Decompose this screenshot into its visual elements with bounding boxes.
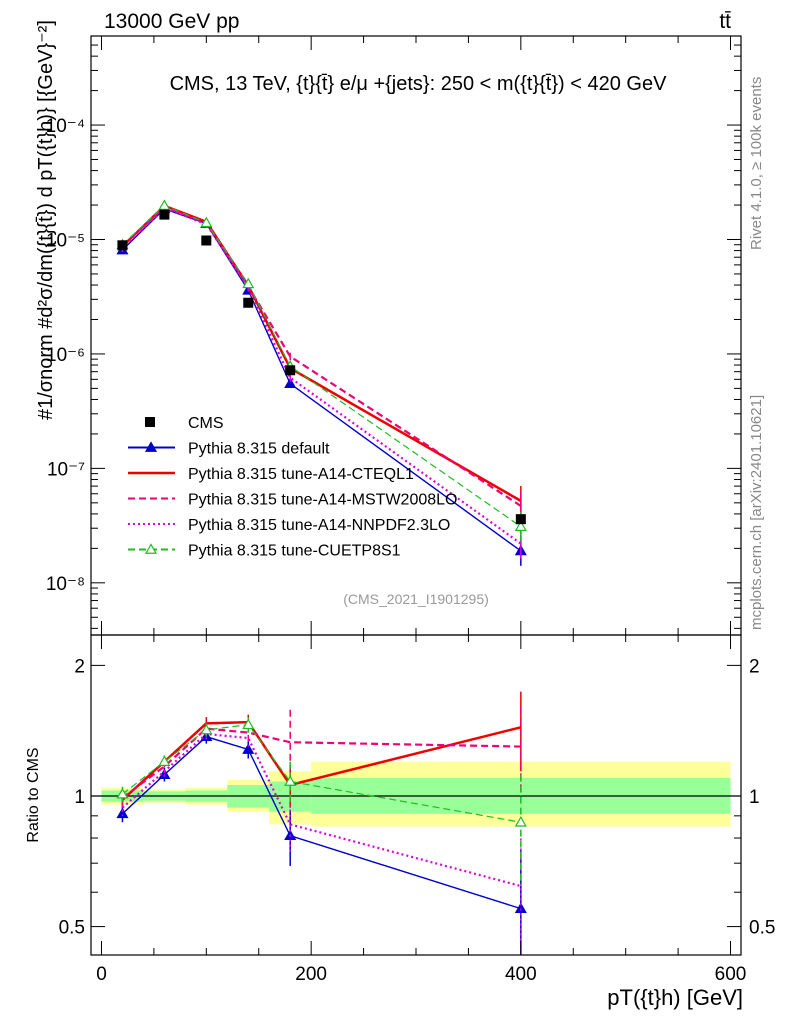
legend-label: Pythia 8.315 tune-A14-NNPDF2.3LO [188, 517, 450, 534]
ratio-y-tick-label-right: 0.5 [749, 918, 775, 939]
legend-entry: CMS [145, 415, 224, 432]
series-marker [144, 543, 158, 554]
data-point [243, 297, 254, 308]
mcplots-label: mcplots.cern.ch [arXiv:2401.10621] [748, 395, 765, 630]
analysis-tag: (CMS_2021_I1901295) [343, 591, 489, 607]
series-line [121, 205, 522, 507]
main-panel: 10⁻⁸ 10⁻⁷ 10⁻⁶ 10⁻⁵ 10⁻⁴ CMS, 13 TeV, {t}{t̄… [46, 35, 742, 636]
y-tick-label: 10⁻⁶ [46, 345, 85, 366]
ratio-marks [116, 691, 527, 955]
series-marker [242, 743, 255, 754]
data-point [201, 235, 212, 246]
ratio-axis-ticks: 0.5 0.5 1 1 2 2 0 200 400 600 [59, 635, 775, 985]
series-marker [284, 775, 297, 786]
legend-label: Pythia 8.315 tune-CUETP8S1 [188, 543, 401, 560]
data-point [159, 209, 170, 220]
legend-label: Pythia 8.315 tune-A14-MSTW2008LO [188, 492, 457, 509]
data-point [515, 514, 526, 525]
legend-entry: Pythia 8.315 tune-A14-MSTW2008LO [128, 492, 457, 509]
data-point [285, 365, 296, 376]
ratio-series-line [121, 735, 522, 910]
series-marker [116, 787, 129, 799]
main-y-label: #1/σnorm #d²σ/dm({t}{t̄}) d pT({t}h)} [{… [35, 20, 57, 420]
x-tick-label: 600 [715, 964, 747, 985]
ratio-y-label: Ratio to CMS [25, 747, 42, 842]
ratio-panel: 0.5 0.5 1 1 2 2 0 200 400 600 [59, 634, 775, 985]
legend-swatch [145, 417, 155, 427]
legend-entry: Pythia 8.315 tune-A14-NNPDF2.3LO [128, 517, 450, 534]
x-axis-label: pT({t}h) [GeV] [607, 985, 743, 1010]
data-points [117, 209, 526, 525]
legend-label: CMS [188, 415, 224, 432]
y-tick-label: 10⁻⁴ [46, 116, 85, 137]
legend-label: Pythia 8.315 tune-A14-CTEQL1 [188, 466, 414, 483]
ratio-series-line [122, 724, 521, 823]
legend-label: Pythia 8.315 default [188, 441, 330, 458]
series-marker [242, 277, 255, 289]
main-axis-ticks: 10⁻⁸ 10⁻⁷ 10⁻⁶ 10⁻⁵ 10⁻⁴ [46, 36, 741, 635]
data-point [117, 240, 128, 251]
series-marker [200, 216, 213, 228]
ratio-y-tick-label-right: 1 [749, 787, 760, 808]
ratio-series-4 [116, 717, 527, 887]
y-tick-label: 10⁻⁵ [46, 230, 85, 251]
ratio-series-line [121, 720, 522, 801]
legend-entry: Pythia 8.315 default [128, 441, 330, 458]
series-line [122, 204, 522, 528]
series-marker [514, 520, 527, 531]
y-tick-label: 10⁻⁸ [46, 574, 85, 595]
legend: CMS Pythia 8.315 default Pythia 8.315 tune… [128, 415, 457, 560]
x-tick-label: 400 [505, 964, 537, 985]
series-4 [116, 199, 527, 542]
y-tick-label: 10⁻⁷ [47, 459, 85, 480]
legend-entry: Pythia 8.315 tune-A14-CTEQL1 [128, 466, 414, 483]
ratio-bands [91, 761, 741, 827]
header-energy: 13000 GeV pp [104, 10, 239, 33]
ratio-y-tick-label: 1 [74, 787, 85, 808]
series-marker [158, 755, 171, 766]
header-process: tt̄ [719, 10, 731, 33]
series-line [121, 206, 522, 545]
series-marker [158, 199, 171, 210]
ratio-series-line [121, 732, 522, 888]
x-tick-label: 200 [295, 964, 327, 985]
series-marker [144, 441, 158, 452]
main-marks [116, 199, 527, 566]
series-marker [284, 377, 297, 389]
series-marker [200, 723, 213, 735]
ratio-y-tick-label: 0.5 [59, 918, 85, 939]
series-marker [514, 816, 527, 827]
ratio-y-tick-label: 2 [74, 656, 85, 677]
series-marker [514, 902, 527, 913]
ratio-y-tick-label-right: 2 [749, 656, 760, 677]
ratio-series-line [121, 727, 521, 799]
legend-entry: Pythia 8.315 tune-CUETP8S1 [128, 543, 401, 560]
series-marker [116, 807, 129, 819]
rivet-label: Rivet 4.1.0, ≥ 100k events [748, 77, 765, 250]
series-marker [242, 718, 255, 730]
series-0 [116, 202, 527, 566]
x-tick-label: 0 [96, 964, 107, 985]
chart-title: CMS, 13 TeV, {t}{t̄} e/μ +{jets}: 250 < … [170, 73, 668, 95]
ratio-series-3 [121, 727, 522, 955]
